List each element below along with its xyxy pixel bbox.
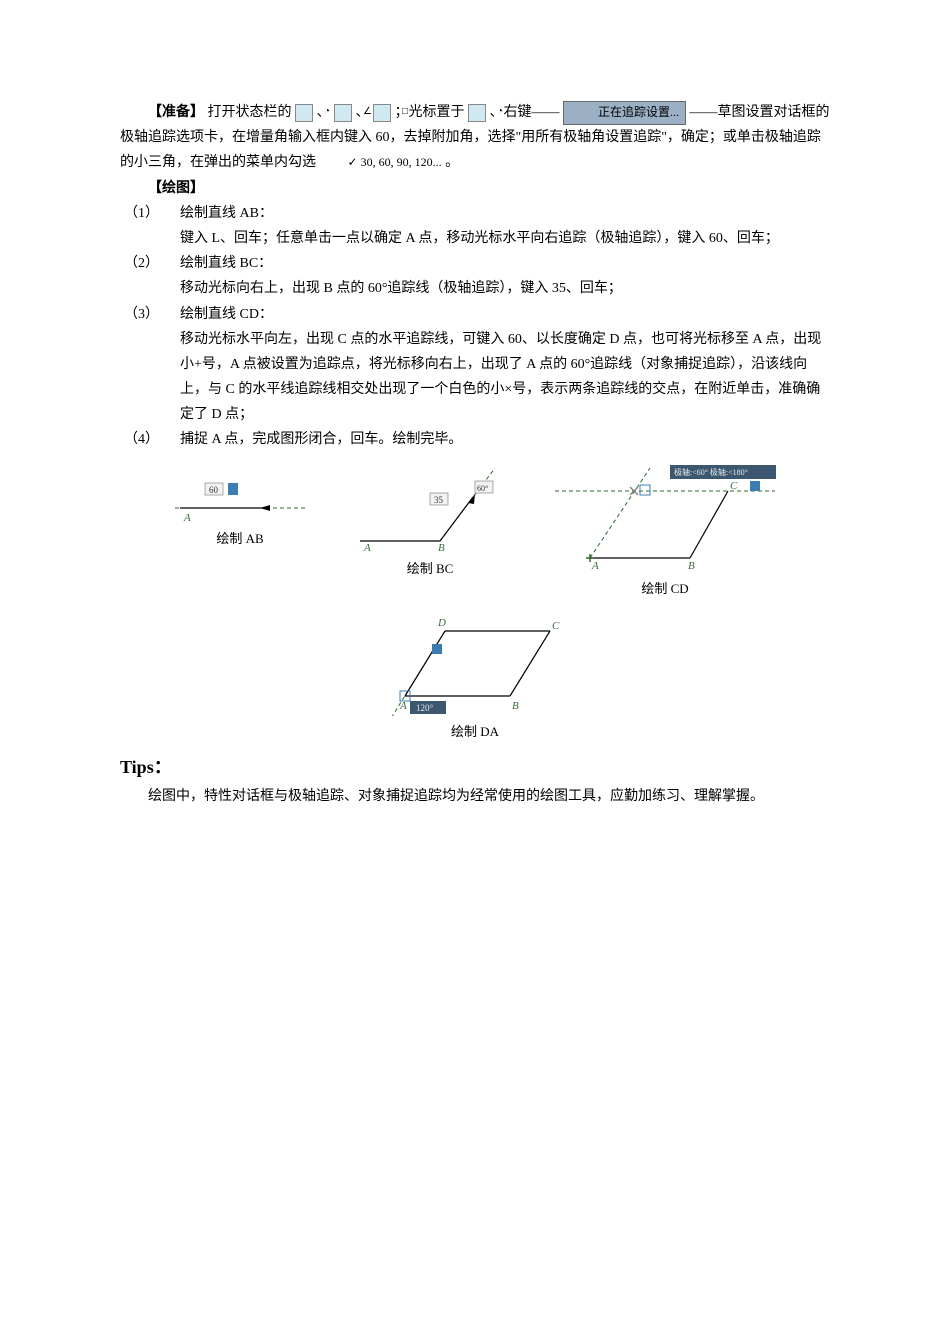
tips-body: 绘图中，特性对话框与极轴追踪、对象捕捉追踪均为经常使用的绘图工具，应勤加练习、理…: [148, 789, 764, 804]
figure-cd: A B C 极轴:<60° 极轴:<180° 绘制 CD: [550, 463, 780, 600]
label-60deg-bc: 60°: [477, 484, 488, 493]
step-4-num: （4）: [120, 427, 180, 452]
figure-da-caption: 绘制 DA: [120, 720, 830, 743]
label-C-cd: C: [730, 480, 738, 492]
label-35: 35: [434, 495, 444, 505]
prep-text-a: 打开状态栏的: [208, 105, 292, 120]
label-B-cd: B: [688, 560, 695, 572]
step-3-num: （3）: [120, 302, 180, 428]
step-4: （4） 捕捉 A 点，完成图形闭合，回车。绘制完毕。: [120, 427, 830, 452]
draw-heading: 【绘图】: [148, 181, 204, 196]
otrack-icon: □: [373, 104, 391, 122]
step-1-body: 键入 L、回车；任意单击一点以确定 A 点，移动光标水平向右追踪（极轴追踪），键…: [180, 231, 779, 246]
polar-icon: ◔: [295, 104, 313, 122]
tooltip-cd: 极轴:<60° 极轴:<180°: [674, 467, 748, 477]
draw-heading-line: 【绘图】: [120, 176, 830, 201]
label-A-bc: A: [363, 542, 371, 553]
label-C-da: C: [552, 620, 560, 632]
tooltip-da: 120°: [416, 703, 434, 713]
label-A-cd: A: [591, 560, 599, 572]
step-2-content: 绘制直线 BC： 移动光标向右上，出现 B 点的 60°追踪线（极轴追踪），键入…: [180, 251, 830, 301]
tips-body-line: 绘图中，特性对话框与极轴追踪、对象捕捉追踪均为经常使用的绘图工具，应勤加练习、理…: [120, 784, 830, 809]
step-2-body: 移动光标向右上，出现 B 点的 60°追踪线（极轴追踪），键入 35、回车；: [180, 281, 622, 296]
step-3-title: 绘制直线 CD：: [180, 307, 273, 322]
label-A-da: A: [399, 700, 407, 712]
step-4-content: 捕捉 A 点，完成图形闭合，回车。绘制完毕。: [180, 427, 830, 452]
step-1: （1） 绘制直线 AB： 键入 L、回车；任意单击一点以确定 A 点，移动光标水…: [120, 201, 830, 251]
step-1-content: 绘制直线 AB： 键入 L、回车；任意单击一点以确定 A 点，移动光标水平向右追…: [180, 201, 830, 251]
polar-icon-2: ◔: [468, 104, 486, 122]
figure-ab-caption: 绘制 AB: [170, 527, 310, 550]
figure-bc-svg: A B 35 60°: [350, 463, 510, 553]
step-1-num: （1）: [120, 201, 180, 251]
prep-heading: 【准备】: [148, 105, 204, 120]
step-3-body: 移动光标水平向左，出现 C 点的水平追踪线，可键入 60、以长度确定 D 点，也…: [180, 332, 821, 423]
figures-row-1: A 60 绘制 AB A B 35 60° 绘制 BC: [120, 463, 830, 600]
figure-bc-caption: 绘制 BC: [350, 557, 510, 580]
figure-da-wrap: A B C D 120° 绘制 DA: [120, 606, 830, 743]
figure-ab-svg: A 60: [170, 463, 310, 523]
figure-bc: A B 35 60° 绘制 BC: [350, 463, 510, 600]
figure-ab: A 60 绘制 AB: [170, 463, 310, 600]
step-2: （2） 绘制直线 BC： 移动光标向右上，出现 B 点的 60°追踪线（极轴追踪…: [120, 251, 830, 301]
tracking-settings-label: 正在追踪设置...: [563, 101, 686, 125]
label-A: A: [183, 512, 191, 523]
label-B-da: B: [512, 700, 519, 712]
tips-heading: Tips：: [120, 751, 830, 783]
prep-end: 。: [445, 155, 459, 170]
step-2-title: 绘制直线 BC：: [180, 256, 272, 271]
step-3-content: 绘制直线 CD： 移动光标水平向左，出现 C 点的水平追踪线，可键入 60、以长…: [180, 302, 830, 428]
step-4-title: 捕捉 A 点，完成图形闭合，回车。绘制完毕。: [180, 432, 462, 447]
step-1-title: 绘制直线 AB：: [180, 206, 273, 221]
angle-option: ✓ 30, 60, 90, 120...: [320, 152, 442, 174]
figure-cd-svg: A B C 极轴:<60° 极轴:<180°: [550, 463, 780, 573]
prep-paragraph: 【准备】 打开状态栏的 ◔ 、 ∠ 、 □ ；光标置于 ◔ 、右键—— 正在追踪…: [120, 100, 830, 176]
label-B-bc: B: [438, 542, 445, 553]
label-D-da: D: [437, 617, 446, 629]
figure-da-svg: A B C D 120°: [360, 606, 590, 716]
label-60: 60: [209, 485, 219, 495]
osnap-icon: ∠: [334, 104, 352, 122]
step-3: （3） 绘制直线 CD： 移动光标水平向左，出现 C 点的水平追踪线，可键入 6…: [120, 302, 830, 428]
figure-cd-caption: 绘制 CD: [550, 577, 780, 600]
step-2-num: （2）: [120, 251, 180, 301]
